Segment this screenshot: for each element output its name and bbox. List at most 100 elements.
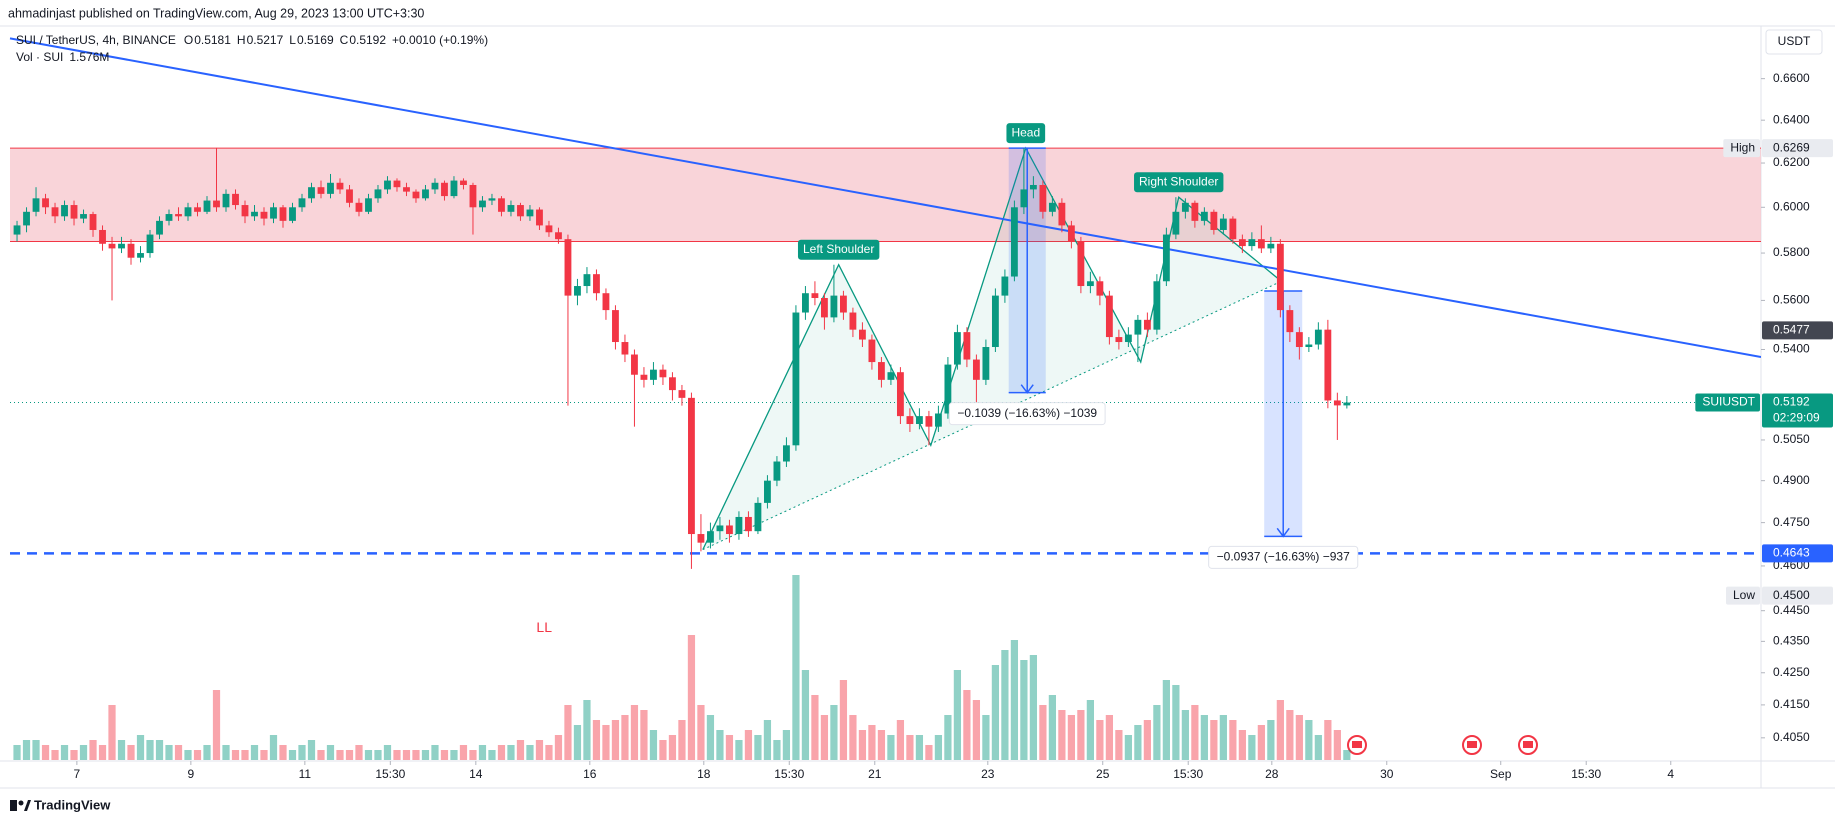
volume-bar [1276,700,1284,760]
candle-body [317,187,325,194]
pattern-label-box [1134,172,1224,193]
price-name-badge [1725,586,1760,605]
currency-button[interactable] [1765,29,1823,55]
candle-body [1162,234,1170,282]
currency-label: USDT [1778,34,1811,48]
price-badge [1762,321,1833,340]
candle-body [374,189,382,199]
candle-body [1115,337,1123,343]
candle-body [906,416,914,425]
legend-value: 0.5169 [297,33,334,47]
candle-body [460,180,467,185]
candle-body [42,198,49,208]
volume-bar [1105,715,1113,760]
volume-bar [440,750,449,760]
price-name-label: Low [1733,588,1755,602]
volume-bar [250,745,259,760]
measure-label: −0.1039 (−16.63%) −1039 [957,406,1097,420]
volume-bar [1219,715,1227,760]
y-tick-label: 0.6400 [1773,112,1810,126]
volume-bar [1039,705,1047,760]
price-badge [1762,393,1833,428]
candle-body [1048,202,1056,212]
volume-bar [526,745,534,760]
volume-bar [307,740,316,760]
legend-key: H [237,33,246,47]
candle-body [1276,243,1284,311]
candle-body [279,207,287,221]
volume-bar [412,750,420,760]
volume-bar [165,745,173,760]
candle-body [982,347,990,380]
volume-bar [421,750,430,760]
volume-bar [516,740,525,760]
x-tick-label: 9 [188,767,195,781]
candle-body [1295,332,1303,348]
candle-body [1191,202,1199,221]
y-tick-label: 0.4450 [1773,603,1810,617]
volume-bar [269,735,278,760]
candle-body [840,295,847,313]
candle-body [773,461,781,481]
volume-bar [383,745,392,760]
volume-bar [98,745,107,760]
candle-body [896,372,904,417]
volume-bar [564,705,572,760]
volume-bar [1048,695,1057,760]
volume-bar [364,750,373,760]
volume-bar [801,670,810,760]
volume-bar [136,735,145,760]
volume-bar [336,750,344,760]
logo-part [18,800,24,806]
measure-arrowhead [1276,527,1290,538]
volume-bar [611,720,620,760]
candle-body [1172,211,1180,235]
candle-body [963,332,971,360]
candle-body [175,214,182,217]
candle-body [127,243,135,258]
candle-body [602,293,610,311]
candle-body [1105,295,1113,338]
candle-body [517,205,524,217]
candle-body [89,214,97,230]
candle-body [802,293,809,313]
candle-body [659,369,667,378]
x-tick-label: 25 [1096,767,1110,781]
candle-body [99,229,106,244]
candle-body [925,416,933,427]
legend-key: O [184,33,193,47]
candle-body [821,298,828,318]
candle-body [1029,184,1037,190]
x-tick-label: 14 [469,767,483,781]
x-tick-label: 15:30 [1173,767,1203,781]
volume-bar [298,745,306,760]
volume-bar [716,730,724,760]
candle-body [1210,211,1218,230]
volume-bar [678,720,686,760]
volume-bar [1343,750,1351,760]
volume-bar [915,735,924,760]
candle-body [1124,334,1132,343]
x-tick-label: 23 [981,767,995,781]
volume-bar [32,740,40,760]
candle-body [23,211,30,226]
candle-body [203,200,211,212]
volume-bar [326,745,335,760]
volume-bar [1333,730,1341,760]
candle-body [915,416,923,425]
candle-body [1257,239,1265,249]
volume-bar [1305,720,1313,760]
volume-bar [982,715,990,760]
candle-body [232,193,239,206]
measure-arrowhead [1020,384,1034,394]
candle-body [80,214,87,219]
candle-body [1096,281,1104,296]
candle-body [260,211,268,219]
volume-bar [212,690,221,760]
volume-bar [621,715,629,760]
candle-body [536,209,543,226]
x-tick-label: 15:30 [774,767,804,781]
volume-bar [820,715,829,760]
x-tick-label: Sep [1490,767,1512,781]
volume-bar [450,750,458,760]
